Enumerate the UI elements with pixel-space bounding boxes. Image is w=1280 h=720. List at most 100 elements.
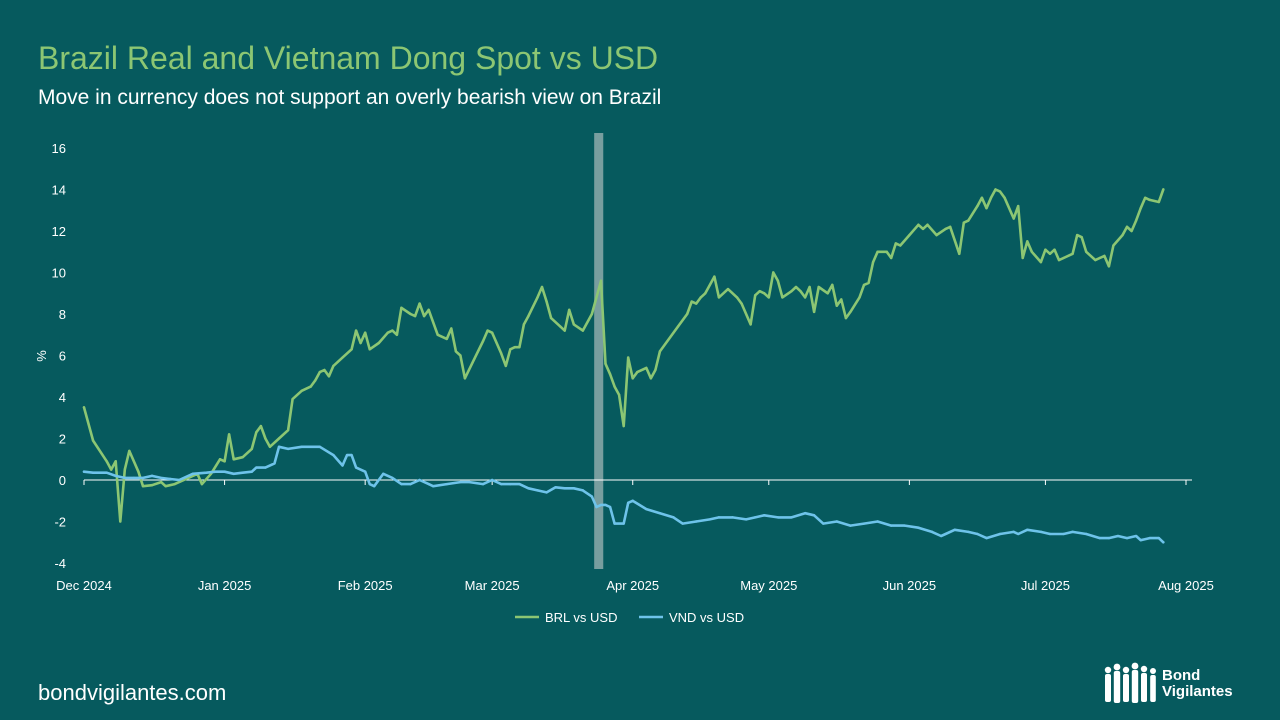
data-point — [631, 377, 634, 380]
data-point — [826, 292, 829, 295]
data-point — [150, 474, 154, 478]
footer-url[interactable]: bondvigilantes.com — [38, 680, 227, 705]
data-point — [527, 487, 530, 490]
data-point — [1030, 250, 1034, 253]
data-point — [391, 476, 394, 480]
data-point — [363, 331, 367, 334]
data-point — [1062, 532, 1065, 536]
data-point — [599, 503, 603, 507]
data-point — [123, 468, 127, 471]
data-point — [890, 524, 893, 527]
data-point — [763, 292, 766, 295]
data-point — [1098, 536, 1102, 540]
chart-title: Brazil Real and Vietnam Dong Spot vs USD — [38, 40, 659, 76]
data-point — [1162, 541, 1165, 544]
data-point — [223, 470, 226, 473]
data-point — [513, 346, 517, 349]
y-tick-label: 8 — [59, 307, 66, 322]
data-point — [885, 250, 888, 253]
data-point — [545, 300, 548, 303]
data-point — [341, 356, 344, 359]
data-point — [917, 526, 920, 529]
data-point — [622, 522, 625, 525]
data-point — [812, 514, 816, 517]
data-point — [581, 489, 585, 492]
data-point — [676, 325, 680, 328]
data-point — [173, 482, 176, 486]
x-tick-label: Dec 2024 — [56, 578, 112, 593]
data-point — [572, 323, 575, 326]
data-point — [876, 250, 879, 253]
data-point — [110, 468, 113, 471]
data-point — [255, 466, 258, 469]
data-point — [218, 458, 222, 461]
data-point — [967, 219, 970, 222]
x-tick-label: Apr 2025 — [606, 578, 659, 593]
data-point — [799, 289, 802, 293]
data-point — [781, 296, 784, 299]
data-point — [726, 287, 730, 291]
data-point — [840, 298, 843, 301]
data-point — [395, 333, 399, 336]
data-point — [690, 300, 693, 303]
data-point — [259, 424, 263, 428]
data-point — [926, 223, 929, 226]
data-point — [536, 489, 539, 492]
data-point — [241, 455, 244, 459]
data-point — [713, 275, 716, 278]
data-point — [1143, 196, 1147, 199]
data-point — [241, 471, 244, 474]
data-point — [1026, 528, 1029, 531]
data-point — [622, 424, 625, 428]
data-point — [568, 308, 571, 312]
data-point — [391, 329, 394, 332]
data-point — [91, 439, 95, 442]
data-point — [645, 507, 648, 511]
data-point — [554, 486, 557, 489]
data-point — [159, 476, 163, 480]
data-point — [518, 482, 521, 486]
data-point — [595, 505, 598, 509]
data-point — [608, 372, 612, 376]
data-point — [989, 196, 993, 199]
data-point — [422, 314, 426, 318]
data-point — [1017, 204, 1020, 208]
data-point — [545, 491, 548, 494]
data-point — [658, 512, 662, 515]
data-point — [105, 471, 108, 474]
data-point — [608, 505, 612, 509]
data-point — [200, 482, 204, 486]
data-point — [1071, 530, 1074, 534]
data-point — [1112, 244, 1115, 247]
data-point — [1162, 188, 1165, 191]
data-point — [645, 366, 648, 370]
data-point — [463, 377, 467, 380]
data-point — [518, 346, 521, 349]
data-point — [409, 312, 412, 316]
data-point — [980, 196, 984, 199]
data-point — [835, 520, 839, 523]
data-point — [1039, 260, 1043, 264]
data-point — [522, 323, 526, 326]
data-point — [667, 337, 671, 341]
y-tick-label: 4 — [59, 390, 66, 405]
data-point — [286, 447, 290, 451]
data-point — [744, 518, 748, 521]
data-point — [1121, 233, 1124, 237]
data-point — [509, 482, 512, 486]
data-point — [500, 352, 503, 355]
y-tick-label: 10 — [52, 266, 66, 281]
data-point — [944, 532, 947, 536]
data-point — [708, 518, 712, 521]
data-point — [1103, 254, 1106, 258]
data-point — [490, 478, 494, 482]
x-tick-label: May 2025 — [740, 578, 797, 593]
data-point — [613, 522, 616, 525]
data-point — [114, 474, 117, 478]
data-point — [717, 296, 721, 299]
data-point — [255, 431, 258, 434]
data-point — [132, 476, 136, 480]
data-point — [1134, 219, 1138, 222]
data-point — [1062, 256, 1065, 260]
